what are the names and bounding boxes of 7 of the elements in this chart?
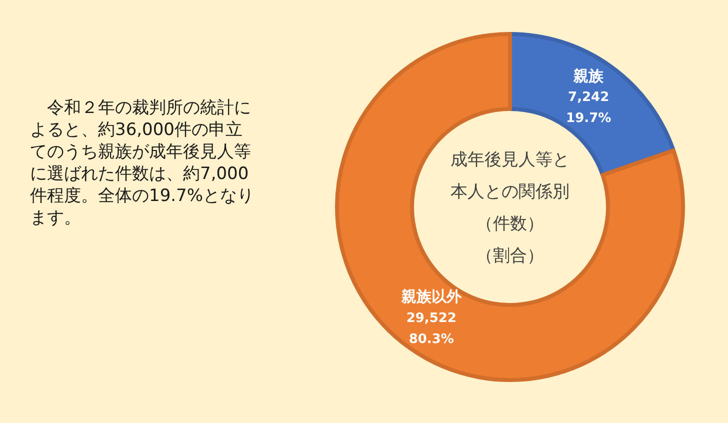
donut-slice (335, 32, 685, 382)
text: 成年後見人等と本人との関係別（件数）（割合） (450, 150, 570, 266)
slice-label: 親族以外 (400, 288, 462, 306)
data-label: 29,522 80.3% (406, 310, 456, 347)
text: 令和２年の裁判所の統計によると、約36,000件の申立てのうち親族が成年後見人等に選ばれた件数は、約7,000件程度。全体の19.7%となります。 (30, 98, 254, 228)
slice-label: 親族 (572, 66, 605, 85)
data-label: 7,242 19.7% (566, 90, 612, 126)
